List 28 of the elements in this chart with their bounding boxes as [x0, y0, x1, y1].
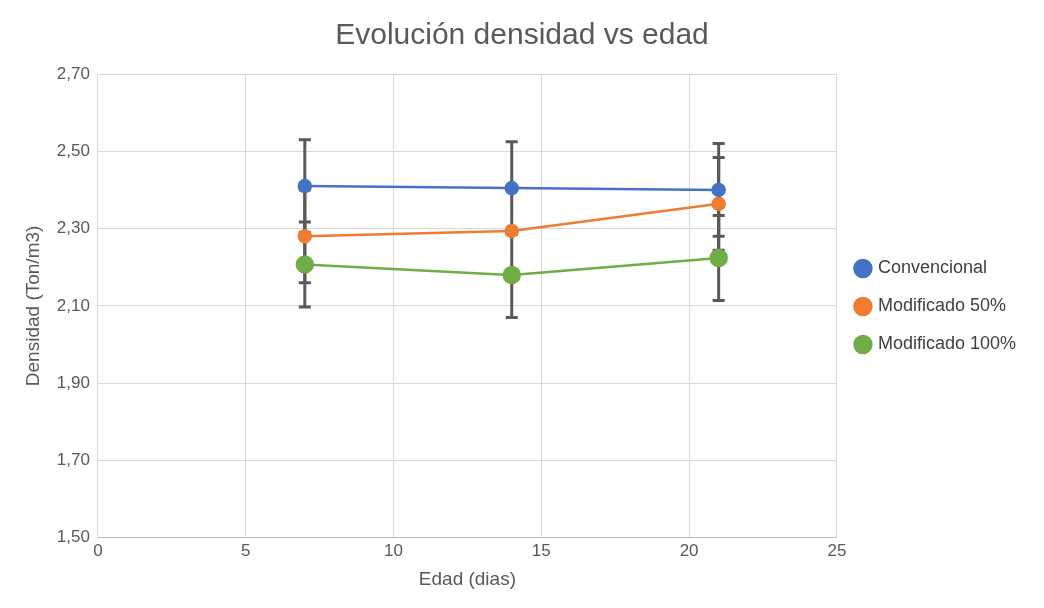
- y-tick-label: 1,90: [56, 372, 90, 392]
- point: [711, 196, 726, 212]
- point: [295, 255, 315, 274]
- y-axis-title: Densidad (Ton/m3): [21, 225, 43, 387]
- legend-label: Modificado 100%: [877, 333, 1017, 354]
- x-tick-label: 15: [531, 540, 551, 560]
- x-tick-label: 20: [679, 540, 699, 560]
- y-tick-label: 2,30: [56, 218, 90, 238]
- x-axis-title: Edad (dias): [418, 567, 516, 589]
- y-tick-label: 1,70: [56, 450, 90, 470]
- y-tick-label: 2,50: [56, 140, 90, 160]
- point: [504, 223, 519, 239]
- y-tick-label: 2,70: [56, 63, 90, 83]
- y-tick-label: 2,10: [56, 295, 90, 315]
- x-tick-label: 25: [827, 540, 847, 560]
- x-tick-label: 0: [93, 540, 103, 560]
- point: [502, 265, 521, 285]
- legend-label: Modificado 50%: [877, 295, 1006, 316]
- point: [297, 178, 313, 194]
- point: [709, 248, 728, 268]
- point: [711, 182, 726, 198]
- legend-label: Convencional: [877, 257, 987, 278]
- point: [297, 229, 313, 244]
- x-tick-label: 10: [384, 540, 403, 560]
- chart-title: Evolución densidad vs edad: [335, 17, 709, 51]
- y-tick-label: 1,50: [56, 527, 90, 547]
- point: [504, 180, 519, 196]
- x-tick-label: 5: [240, 540, 251, 560]
